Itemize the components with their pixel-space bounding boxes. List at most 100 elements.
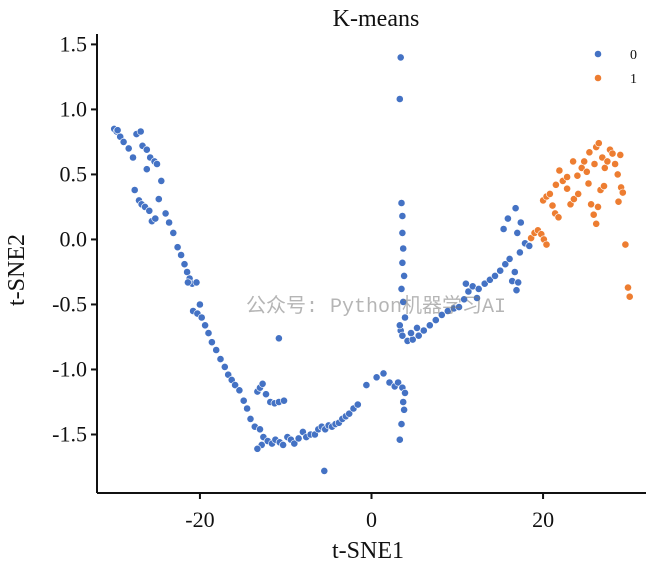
data-point-series-0 bbox=[113, 126, 122, 135]
data-point-series-0 bbox=[437, 310, 446, 319]
data-point-series-0 bbox=[398, 331, 407, 340]
data-point-series-1 bbox=[608, 149, 617, 158]
data-point-series-1 bbox=[614, 197, 623, 206]
data-point-series-0 bbox=[512, 286, 521, 295]
data-point-series-0 bbox=[503, 214, 512, 223]
data-point-series-0 bbox=[473, 294, 481, 302]
data-point-series-0 bbox=[395, 321, 404, 330]
data-point-series-0 bbox=[499, 225, 508, 233]
y-tick-label: -0.5 bbox=[52, 291, 87, 316]
data-point-series-0 bbox=[243, 404, 251, 413]
y-tick-label: 0.5 bbox=[60, 161, 88, 186]
data-point-series-0 bbox=[290, 439, 299, 448]
data-point-series-0 bbox=[192, 278, 201, 287]
data-point-series-1 bbox=[573, 171, 582, 180]
data-point-series-0 bbox=[461, 279, 470, 288]
data-point-series-0 bbox=[395, 95, 404, 103]
legend-marker bbox=[594, 74, 602, 82]
data-point-series-1 bbox=[592, 219, 601, 228]
data-point-series-0 bbox=[400, 271, 408, 280]
data-point-series-0 bbox=[169, 228, 178, 237]
data-point-series-1 bbox=[552, 180, 560, 189]
data-point-series-0 bbox=[516, 248, 524, 257]
data-point-series-0 bbox=[183, 268, 191, 276]
data-point-series-0 bbox=[258, 379, 267, 388]
data-point-series-1 bbox=[594, 202, 602, 211]
watermark: 公众号: Python机器学习AI bbox=[246, 294, 506, 319]
legend-marker bbox=[594, 50, 602, 58]
data-point-series-0 bbox=[180, 260, 189, 269]
data-point-series-1 bbox=[594, 139, 603, 148]
data-point-series-0 bbox=[516, 218, 525, 227]
data-point-series-0 bbox=[151, 214, 160, 223]
data-point-series-0 bbox=[379, 369, 388, 378]
y-tick-label: 1.0 bbox=[60, 96, 88, 121]
data-point-series-1 bbox=[563, 184, 571, 193]
legend: 01 bbox=[594, 48, 637, 87]
data-point-series-0 bbox=[142, 145, 151, 154]
data-point-series-0 bbox=[496, 266, 505, 275]
data-point-series-0 bbox=[204, 329, 213, 337]
data-point-series-0 bbox=[505, 254, 514, 263]
data-point-series-0 bbox=[183, 278, 192, 287]
data-point-series-0 bbox=[485, 275, 494, 284]
data-point-series-1 bbox=[616, 150, 625, 159]
legend-label: 1 bbox=[630, 72, 637, 87]
data-point-series-0 bbox=[130, 186, 139, 194]
data-point-series-0 bbox=[399, 244, 408, 253]
y-tick-label: 1.5 bbox=[60, 31, 88, 56]
data-point-series-0 bbox=[177, 251, 185, 259]
data-point-series-0 bbox=[153, 160, 161, 168]
data-point-series-0 bbox=[474, 284, 483, 293]
data-point-series-1 bbox=[548, 201, 557, 210]
data-point-series-0 bbox=[161, 209, 170, 218]
data-point-series-0 bbox=[142, 165, 151, 174]
data-point-series-0 bbox=[280, 396, 288, 405]
data-point-series-1 bbox=[611, 160, 619, 168]
data-point-series-0 bbox=[253, 444, 262, 453]
data-point-series-1 bbox=[570, 195, 578, 203]
data-point-series-0 bbox=[207, 338, 216, 347]
data-points bbox=[110, 53, 634, 475]
data-point-series-0 bbox=[154, 195, 163, 203]
data-point-series-0 bbox=[353, 400, 362, 409]
data-point-series-1 bbox=[587, 200, 595, 209]
data-point-series-0 bbox=[397, 284, 406, 293]
x-axis: -20 0 20 bbox=[97, 492, 646, 532]
data-point-series-0 bbox=[345, 409, 354, 418]
data-point-series-1 bbox=[584, 179, 593, 188]
data-point-series-0 bbox=[136, 127, 145, 136]
data-point-series-0 bbox=[491, 271, 499, 280]
data-point-series-0 bbox=[197, 313, 206, 322]
data-point-series-0 bbox=[399, 398, 408, 406]
x-tick-label: 0 bbox=[366, 507, 377, 532]
data-point-series-0 bbox=[362, 381, 371, 389]
data-point-series-1 bbox=[546, 189, 554, 198]
y-tick-label: 0.0 bbox=[60, 226, 88, 251]
x-axis-label: t-SNE1 bbox=[332, 538, 404, 564]
data-point-series-0 bbox=[165, 218, 173, 227]
data-point-series-0 bbox=[455, 303, 463, 311]
data-point-series-0 bbox=[398, 258, 407, 267]
y-axis-label: t-SNE2 bbox=[4, 234, 30, 306]
data-point-series-0 bbox=[401, 313, 409, 322]
data-point-series-0 bbox=[510, 268, 519, 276]
data-point-series-0 bbox=[320, 466, 329, 475]
y-tick-label: -1.0 bbox=[52, 356, 87, 381]
data-point-series-0 bbox=[235, 386, 244, 395]
data-point-series-0 bbox=[201, 321, 209, 330]
data-point-series-1 bbox=[618, 188, 627, 197]
data-point-series-0 bbox=[294, 434, 303, 443]
data-point-series-0 bbox=[419, 326, 428, 335]
data-point-series-0 bbox=[399, 297, 408, 306]
data-point-series-1 bbox=[621, 240, 630, 249]
data-point-series-1 bbox=[603, 157, 612, 166]
data-point-series-0 bbox=[124, 144, 133, 153]
data-point-series-1 bbox=[582, 167, 591, 176]
data-point-series-0 bbox=[525, 241, 534, 250]
data-point-series-0 bbox=[239, 396, 248, 405]
data-point-series-0 bbox=[212, 346, 221, 354]
data-point-series-1 bbox=[555, 166, 564, 175]
data-point-series-0 bbox=[407, 329, 415, 337]
